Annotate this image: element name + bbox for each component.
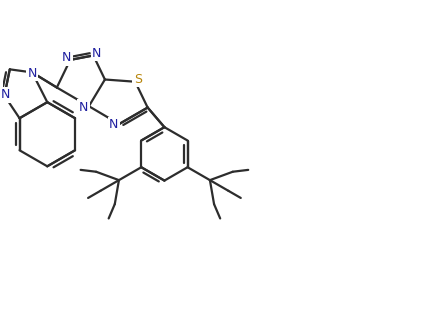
Text: S: S — [134, 73, 142, 85]
Text: N: N — [109, 118, 119, 131]
Text: N: N — [79, 100, 88, 114]
Text: N: N — [0, 88, 10, 101]
Text: N: N — [92, 47, 101, 60]
Text: N: N — [62, 51, 71, 64]
Text: N: N — [27, 67, 37, 80]
